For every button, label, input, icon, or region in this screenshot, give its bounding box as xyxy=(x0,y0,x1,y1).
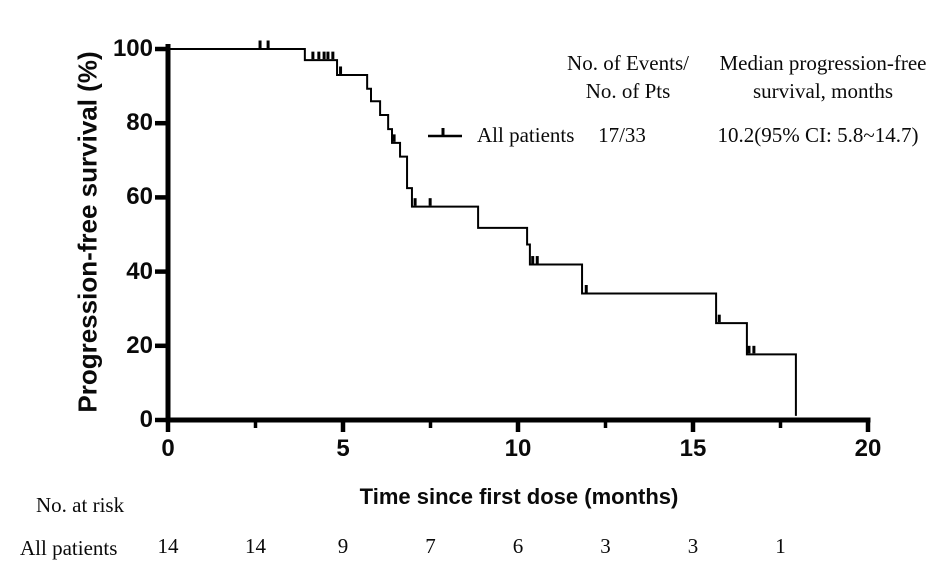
y-tick-label: 40 xyxy=(126,257,153,285)
legend-events-value: 17/33 xyxy=(598,123,646,147)
y-tick-label: 20 xyxy=(126,331,153,359)
x-tick-label: 5 xyxy=(336,435,350,462)
at-risk-count: 7 xyxy=(425,534,436,558)
legend-median-value: 10.2(95% CI: 5.8~14.7) xyxy=(717,123,919,147)
legend-series-label: All patients xyxy=(477,123,575,147)
y-tick-label: 60 xyxy=(126,183,153,211)
y-tick-label: 80 xyxy=(126,109,153,137)
at-risk-count: 3 xyxy=(687,534,699,558)
km-survival-curve xyxy=(168,48,797,416)
x-tick-label: 15 xyxy=(679,435,707,462)
legend-header-median-line1: Median progression-free xyxy=(719,51,927,75)
at-risk-count: 14 xyxy=(157,534,179,558)
x-axis-title: Time since first dose (months) xyxy=(359,484,679,509)
y-tick-label: 100 xyxy=(112,35,153,62)
legend-header-events-line2: No. of Pts xyxy=(585,79,671,103)
legend-header-median-line2: survival, months xyxy=(752,79,893,103)
at-risk-count: 9 xyxy=(337,534,349,558)
legend-header-median: Median progression-free survival, months xyxy=(719,49,926,105)
y-axis-title: Progression-free survival (%) xyxy=(72,51,103,413)
legend-header-events: No. of Events/ No. of Pts xyxy=(567,49,689,105)
x-tick-label: 10 xyxy=(504,435,532,462)
at-risk-count: 3 xyxy=(600,534,611,558)
at-risk-count: 1 xyxy=(775,534,786,558)
x-tick-label: 20 xyxy=(854,435,882,462)
at-risk-count: 14 xyxy=(245,534,266,558)
x-tick-label: 0 xyxy=(161,435,175,462)
legend-header-events-line1: No. of Events/ xyxy=(567,51,689,75)
at-risk-count: 6 xyxy=(512,534,524,558)
y-tick-label: 0 xyxy=(139,406,153,433)
at-risk-title: No. at risk xyxy=(36,493,125,517)
at-risk-row-label: All patients xyxy=(20,536,118,560)
